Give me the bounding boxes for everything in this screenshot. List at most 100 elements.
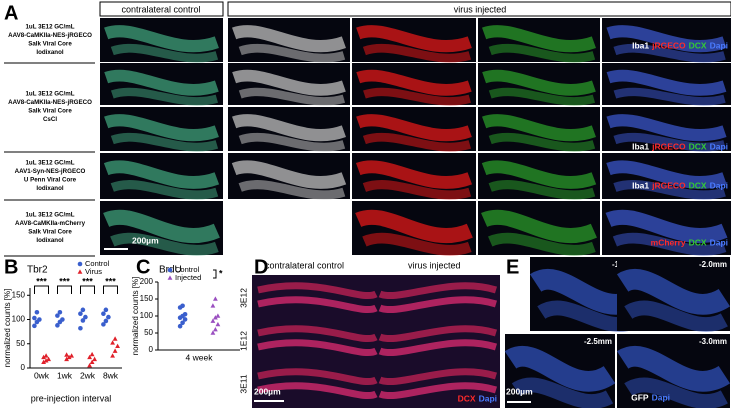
- scale-bar-label: 200µm: [132, 235, 159, 245]
- stain-label: mCherry: [651, 237, 686, 247]
- tissue-band: [110, 132, 219, 152]
- data-point: [213, 296, 218, 301]
- tissue-band: [613, 87, 726, 106]
- x-axis-title: pre-injection interval: [31, 393, 112, 403]
- tissue-band: [257, 382, 378, 400]
- tissue-band: [481, 209, 597, 244]
- row-label: Iodixanol: [36, 185, 63, 192]
- data-point: [180, 303, 185, 309]
- panel-label: C: [136, 256, 150, 278]
- tissue-band: [232, 25, 346, 53]
- tissue-band: [378, 325, 498, 343]
- data-point: [215, 313, 221, 318]
- data-point: [115, 343, 120, 348]
- data-point: [101, 322, 106, 327]
- row-label: Salk Viral Core: [28, 41, 72, 48]
- tissue-band: [110, 232, 219, 256]
- stain-label: Iba1: [632, 180, 649, 190]
- tissue-band: [613, 180, 726, 200]
- row-label: Salk Viral Core: [28, 229, 72, 236]
- tissue-band: [363, 87, 471, 106]
- position-label: -2.5mm: [584, 337, 612, 346]
- x-tick-label: 2wk: [80, 370, 96, 380]
- stain-label: jRGECO: [651, 141, 686, 151]
- tissue-band: [362, 232, 472, 256]
- stain-label: DCX: [458, 393, 476, 403]
- data-point: [34, 309, 40, 315]
- row-label: AAV8-CaMKIIa-mCherry: [15, 220, 86, 227]
- row-label: 1uL 3E12 GC/mL: [25, 24, 74, 31]
- tissue-band: [257, 325, 378, 343]
- tissue-band: [362, 180, 472, 200]
- tissue-band: [362, 43, 472, 63]
- data-point: [182, 317, 188, 322]
- position-label: -3.0mm: [699, 337, 727, 346]
- y-tick-label: 150: [12, 290, 26, 299]
- stain-label: jRGECO: [651, 180, 686, 190]
- data-point: [213, 315, 218, 320]
- data-point: [103, 307, 109, 313]
- tissue-band: [378, 368, 498, 386]
- tissue-band: [355, 160, 473, 189]
- tissue-band: [104, 114, 219, 142]
- legend-label: Control: [175, 265, 200, 274]
- tissue-band: [362, 132, 472, 152]
- data-point: [215, 321, 221, 327]
- stain-label: Iba1: [632, 40, 649, 50]
- data-point: [106, 314, 111, 320]
- tissue-band: [257, 282, 378, 300]
- row-label: 1uL 3E12 GC/mL: [25, 91, 74, 98]
- tissue-band: [488, 132, 596, 152]
- tissue-band: [606, 114, 727, 142]
- tissue-band: [104, 69, 219, 96]
- row-label: Iodixanol: [36, 237, 63, 244]
- x-tick-label: 4 week: [186, 352, 214, 362]
- data-point: [41, 354, 46, 360]
- tissue-band: [103, 160, 220, 189]
- tissue-band: [238, 87, 346, 106]
- legend-marker: [167, 267, 173, 273]
- y-tick-label: 200: [140, 277, 154, 286]
- data-point: [103, 318, 109, 324]
- data-point: [69, 353, 74, 358]
- significance-bracket: [213, 269, 217, 279]
- tissue-band: [355, 209, 473, 244]
- stain-label: Dapi: [479, 393, 497, 403]
- stain-label: GFP: [631, 392, 649, 402]
- row-label: U Penn Viral Core: [24, 177, 77, 184]
- stain-label: DCX: [689, 237, 707, 247]
- row-label: Iodixanol: [36, 49, 63, 56]
- tissue-band: [378, 339, 498, 357]
- tissue-band: [356, 114, 472, 142]
- tissue-band: [488, 87, 596, 106]
- y-tick-label: 50: [144, 328, 153, 337]
- tissue-band: [232, 114, 346, 142]
- tissue-band: [616, 268, 731, 315]
- row-label: 3E11: [238, 374, 248, 393]
- tissue-band: [481, 160, 597, 189]
- tissue-band: [356, 69, 472, 96]
- x-tick-label: 1wk: [57, 370, 73, 380]
- significance: ***: [36, 276, 47, 286]
- stain-label: Dapi: [710, 180, 728, 190]
- panel-label: E: [506, 256, 519, 278]
- tissue-band: [110, 43, 219, 63]
- data-point: [112, 336, 118, 341]
- data-point: [83, 314, 88, 320]
- scale-bar-label: 200µm: [254, 386, 281, 396]
- data-point: [55, 313, 60, 318]
- y-axis-title: normalized counts [%]: [131, 277, 140, 356]
- data-point: [101, 311, 106, 316]
- tissue-band: [482, 25, 596, 53]
- data-point: [64, 352, 69, 357]
- header-box: [99, 1, 224, 17]
- data-point: [87, 354, 92, 360]
- stain-label: Dapi: [652, 392, 670, 402]
- data-point: [66, 354, 72, 360]
- data-point: [32, 323, 37, 329]
- stain-label: DCX: [689, 40, 707, 50]
- tissue-band: [606, 25, 727, 53]
- tissue-band: [488, 180, 596, 200]
- data-point: [210, 318, 216, 323]
- tissue-band: [624, 377, 728, 409]
